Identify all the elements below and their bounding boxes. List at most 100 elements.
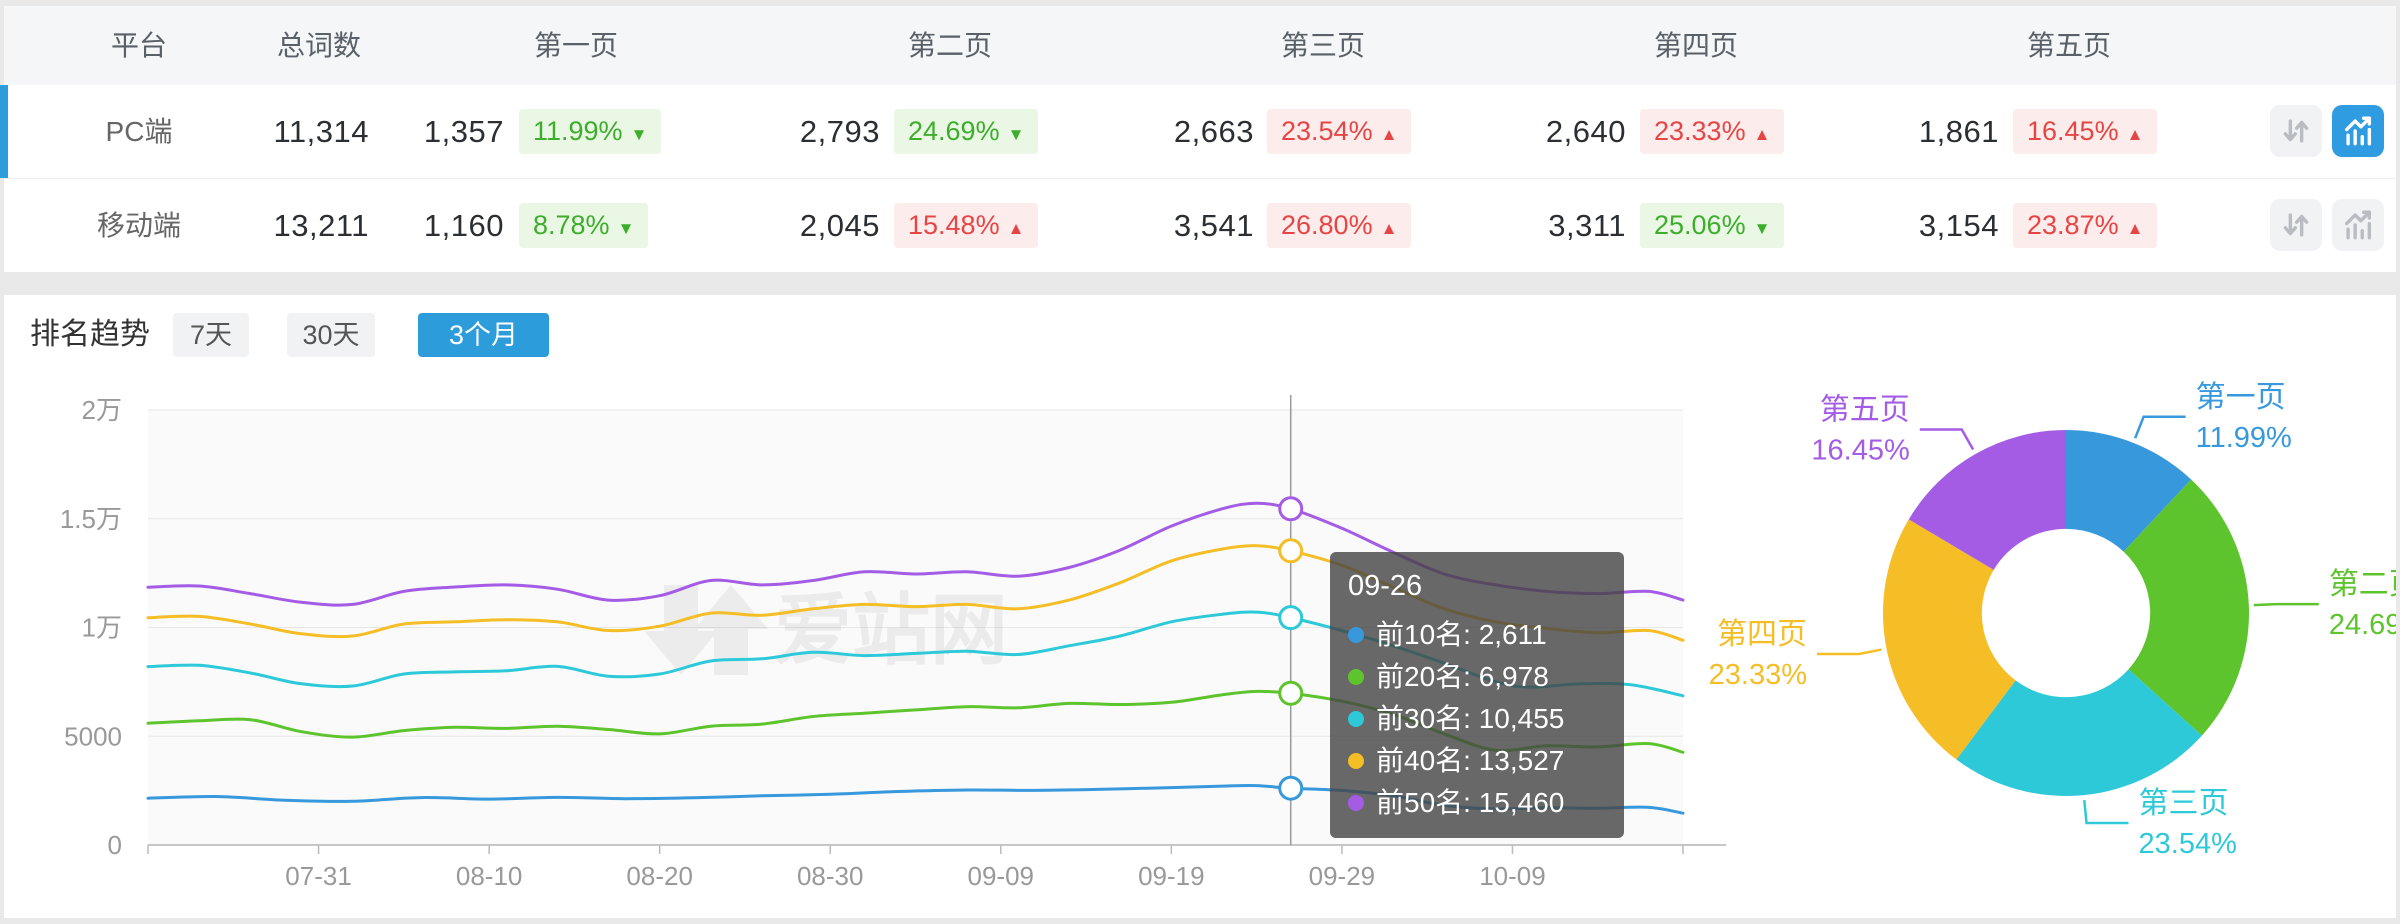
- change-percent: 16.45%: [2027, 116, 2119, 146]
- tooltip-date: 09-26: [1348, 570, 1423, 602]
- series-marker-前50名[interactable]: [1278, 496, 1304, 522]
- trend-section-title: 排名趋势: [30, 318, 150, 351]
- trend-chart-icon: [2344, 116, 2372, 146]
- change-percent: 24.69%: [908, 116, 1000, 146]
- page1-count: 1,357: [423, 114, 504, 149]
- x-axis-label: 09-19: [1138, 861, 1205, 891]
- y-axis-label: 2万: [82, 395, 122, 425]
- donut-label-percent: 11.99%: [2196, 422, 2292, 454]
- change-percent: 26.80%: [1281, 210, 1373, 240]
- page1-count: 1,160: [423, 208, 504, 243]
- series-color-dot: [1348, 795, 1364, 811]
- sort-arrows-icon: [2283, 213, 2309, 237]
- tooltip-item: 前50名: 15,460: [1348, 782, 1606, 824]
- selected-row-indicator: [0, 85, 8, 178]
- donut-label-leader: [2133, 415, 2186, 439]
- trend-chart-icon: [2344, 210, 2372, 240]
- trend-arrow-icon: ▼: [630, 125, 648, 144]
- col-header-platform: 平台: [110, 30, 167, 61]
- table-row-pc[interactable]: PC端 11,314 1,357 11.99% ▼ 2,793 24.69% ▼ 2…: [4, 85, 2396, 178]
- change-percent: 23.54%: [1281, 116, 1373, 146]
- donut-label-leader: [2253, 602, 2319, 607]
- page3-count: 3,541: [1173, 208, 1254, 243]
- col-header-page2: 第二页: [907, 30, 992, 61]
- donut-slice-page3[interactable]: [1956, 669, 2202, 796]
- donut-slice-page4[interactable]: [1882, 519, 2016, 760]
- donut-label-name: 第二页: [2329, 568, 2396, 601]
- trend-arrow-icon: ▲: [1380, 125, 1398, 144]
- y-axis-label: 0: [108, 830, 122, 860]
- table-row-mobile[interactable]: 移动端 13,211 1,160 8.78% ▼ 2,045 15.48% ▲ 3,…: [4, 178, 2396, 272]
- sort-button[interactable]: [2270, 199, 2322, 251]
- donut-label-leader: [2083, 799, 2129, 825]
- change-percent: 8.78%: [533, 210, 610, 240]
- change-percent: 23.33%: [1654, 116, 1746, 146]
- tab-30-days[interactable]: 30天: [287, 313, 375, 357]
- tooltip-item: 前20名: 6,978: [1348, 656, 1606, 698]
- y-axis-label: 1.5万: [60, 504, 122, 534]
- page5-count: 3,154: [1918, 208, 1999, 243]
- donut-slice-page5[interactable]: [1908, 430, 2066, 570]
- x-axis-label: 09-09: [968, 861, 1035, 891]
- series-color-dot: [1348, 669, 1364, 685]
- page5-change-badge: 23.87% ▲: [2013, 203, 2158, 248]
- col-header-page1: 第一页: [533, 30, 618, 61]
- page4-count: 3,311: [1548, 208, 1626, 243]
- donut-label-name: 第三页: [2139, 787, 2229, 820]
- page2-change-badge: 24.69% ▼: [894, 109, 1039, 154]
- y-axis-label: 5000: [64, 721, 122, 751]
- donut-slice-page2[interactable]: [2123, 479, 2249, 736]
- series-marker-前40名[interactable]: [1278, 538, 1304, 564]
- y-axis-label: 1万: [82, 613, 122, 643]
- donut-label-name: 第一页: [2196, 381, 2286, 414]
- x-axis-label: 08-30: [797, 861, 864, 891]
- page2-count: 2,793: [799, 114, 880, 149]
- trend-arrow-icon: ▼: [617, 219, 635, 238]
- page1-change-badge: 11.99% ▼: [519, 109, 662, 154]
- page4-count: 2,640: [1545, 114, 1626, 149]
- platform-label: PC端: [105, 116, 173, 147]
- donut-label-percent: 23.54%: [2139, 828, 2237, 860]
- trend-arrow-icon: ▼: [1007, 125, 1025, 144]
- chart-tooltip: 09-26 前10名: 2,611 前20名: 6,978 前30名: 10,455…: [1330, 552, 1624, 838]
- change-percent: 23.87%: [2027, 210, 2119, 240]
- col-header-page4: 第四页: [1653, 30, 1738, 61]
- donut-label-percent: 23.33%: [1709, 659, 1807, 691]
- tooltip-item-text: 前20名: 6,978: [1376, 661, 1549, 692]
- trend-arrow-icon: ▲: [2126, 125, 2144, 144]
- page3-change-badge: 26.80% ▲: [1267, 203, 1412, 248]
- trend-charts-canvas: 0 5000 1万 1.5万 2万 07-31 08-10 08-20 08-30 09-09 09…: [60, 381, 2396, 891]
- tooltip-item: 前40名: 13,527: [1348, 740, 1606, 782]
- series-marker-前20名[interactable]: [1278, 680, 1304, 706]
- series-color-dot: [1348, 711, 1364, 727]
- trend-arrow-icon: ▲: [1007, 219, 1025, 238]
- series-marker-前10名[interactable]: [1278, 775, 1304, 801]
- tooltip-items: 前10名: 2,611 前20名: 6,978 前30名: 10,455 前40名: …: [1348, 614, 1606, 824]
- x-axis-label: 08-10: [456, 861, 523, 891]
- donut-label-leader: [1817, 648, 1882, 656]
- total-words-value: 11,314: [273, 114, 369, 149]
- tooltip-item-text: 前40名: 13,527: [1376, 745, 1565, 776]
- chart-toggle-button[interactable]: [2332, 105, 2384, 157]
- donut-label-name: 第五页: [1820, 394, 1910, 427]
- donut-slice-page1[interactable]: [2066, 430, 2192, 552]
- col-header-total-words: 总词数: [276, 30, 361, 61]
- x-axis-label: 09-29: [1309, 861, 1376, 891]
- page1-change-badge: 8.78% ▼: [519, 203, 649, 248]
- change-percent: 25.06%: [1654, 210, 1746, 240]
- x-axis-label: 07-31: [285, 861, 352, 891]
- change-percent: 11.99%: [533, 116, 623, 146]
- series-marker-前30名[interactable]: [1278, 605, 1304, 631]
- donut-label-leader: [1919, 428, 1975, 451]
- tab-7-days[interactable]: 7天: [173, 313, 249, 357]
- donut-label-percent: 24.69%: [2329, 609, 2396, 641]
- page4-change-badge: 23.33% ▲: [1640, 109, 1785, 154]
- donut-label-percent: 16.45%: [1811, 435, 1909, 467]
- chart-toggle-button[interactable]: [2332, 199, 2384, 251]
- tab-3-months[interactable]: 3个月: [418, 313, 549, 357]
- rank-trend-panel: 排名趋势 7天 30天 3个月 0 5000 1万 1.5万 2万 07-31 08-10 0…: [4, 295, 2396, 918]
- page2-change-badge: 15.48% ▲: [894, 203, 1039, 248]
- page3-change-badge: 23.54% ▲: [1267, 109, 1412, 154]
- series-color-dot: [1348, 627, 1364, 643]
- sort-button[interactable]: [2270, 105, 2322, 157]
